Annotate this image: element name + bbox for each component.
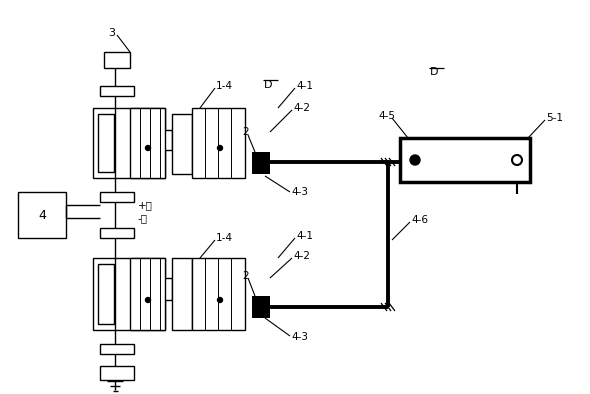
- Text: 4-2: 4-2: [293, 103, 310, 113]
- Text: 2: 2: [242, 271, 248, 281]
- Bar: [100, 344, 134, 354]
- Bar: [162, 130, 172, 150]
- Bar: [252, 152, 270, 174]
- Text: 3: 3: [108, 28, 115, 38]
- Bar: [100, 192, 134, 202]
- Text: 5-1: 5-1: [546, 113, 563, 123]
- Bar: [93, 108, 165, 178]
- Bar: [192, 108, 245, 178]
- Circle shape: [218, 297, 222, 303]
- Text: 4-3: 4-3: [291, 332, 308, 342]
- Bar: [18, 192, 66, 238]
- Circle shape: [512, 155, 522, 165]
- Circle shape: [146, 297, 150, 303]
- Bar: [400, 138, 530, 182]
- Circle shape: [146, 145, 150, 151]
- Bar: [172, 258, 192, 330]
- Bar: [98, 114, 114, 172]
- Bar: [93, 258, 165, 330]
- Circle shape: [218, 145, 222, 151]
- Text: +极: +极: [138, 200, 153, 210]
- Bar: [192, 258, 245, 330]
- Bar: [98, 264, 114, 324]
- Text: 4-6: 4-6: [411, 215, 428, 225]
- Text: 4-3: 4-3: [291, 187, 308, 197]
- Bar: [172, 114, 192, 174]
- Bar: [130, 108, 165, 178]
- Bar: [100, 366, 134, 380]
- Bar: [130, 258, 165, 330]
- Text: 4: 4: [38, 208, 46, 221]
- Text: 4-1: 4-1: [296, 81, 313, 91]
- Bar: [162, 278, 172, 300]
- Bar: [100, 228, 134, 238]
- Text: 4-1: 4-1: [296, 231, 313, 241]
- Text: 1-4: 1-4: [216, 233, 233, 243]
- Text: 2: 2: [242, 127, 248, 137]
- Text: D: D: [430, 67, 438, 77]
- Circle shape: [410, 155, 420, 165]
- Text: 4-2: 4-2: [293, 251, 310, 261]
- Text: -极: -极: [138, 213, 148, 223]
- Bar: [100, 86, 134, 96]
- Text: 1-4: 1-4: [216, 81, 233, 91]
- Bar: [104, 52, 130, 68]
- Text: D: D: [264, 80, 273, 90]
- Text: 4-5: 4-5: [378, 111, 395, 121]
- Bar: [252, 296, 270, 318]
